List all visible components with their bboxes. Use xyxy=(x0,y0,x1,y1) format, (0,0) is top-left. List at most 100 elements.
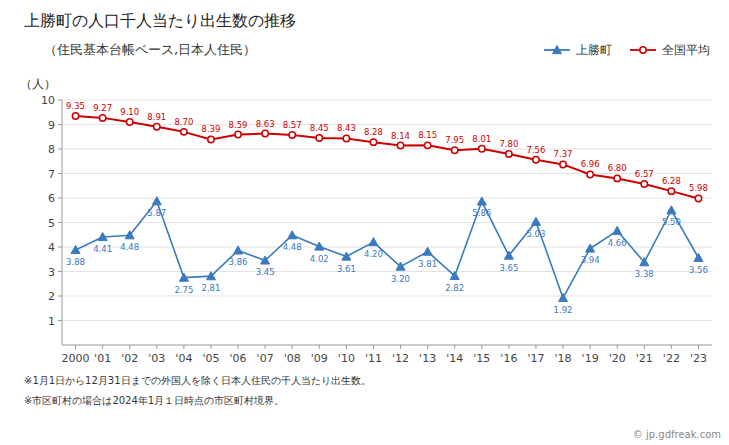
x-tick-label: '16 xyxy=(500,352,517,365)
y-tick xyxy=(58,222,62,223)
point xyxy=(396,262,405,270)
point xyxy=(154,124,160,130)
x-tick xyxy=(644,345,645,349)
y-tick-label: 1 xyxy=(48,315,55,328)
data-label: 7.37 xyxy=(554,149,573,159)
point xyxy=(477,197,486,205)
point xyxy=(533,157,539,163)
footnote: ※市区町村の場合は2024年1月１日時点の市区町村境界。 xyxy=(24,395,284,406)
data-label: 8.28 xyxy=(364,127,383,137)
point xyxy=(424,142,430,148)
grid-line xyxy=(62,198,712,199)
x-tick xyxy=(481,345,482,349)
x-tick-label: '12 xyxy=(392,352,409,365)
x-tick xyxy=(454,345,455,349)
point xyxy=(179,273,188,281)
point xyxy=(506,151,512,157)
point xyxy=(343,135,349,141)
x-tick xyxy=(129,345,130,349)
x-tick-label: '01 xyxy=(94,352,111,365)
x-tick xyxy=(617,345,618,349)
data-label: 3.81 xyxy=(418,259,437,269)
data-label: 5.03 xyxy=(526,229,545,239)
data-label: 9.35 xyxy=(66,101,85,111)
x-tick-label: '15 xyxy=(473,352,490,365)
data-label: 4.20 xyxy=(364,249,383,259)
point xyxy=(531,217,540,225)
x-tick xyxy=(102,345,103,349)
point xyxy=(452,147,458,153)
point xyxy=(288,231,297,239)
data-label: 4.66 xyxy=(608,238,627,248)
x-tick xyxy=(319,345,320,349)
x-tick-label: '14 xyxy=(446,352,463,365)
data-label: 7.80 xyxy=(499,139,518,149)
point xyxy=(369,238,378,246)
data-label: 2.75 xyxy=(174,285,193,295)
data-label: 4.02 xyxy=(310,254,329,264)
data-label: 5.98 xyxy=(689,183,708,193)
y-axis-label: （人） xyxy=(20,77,56,91)
x-tick xyxy=(590,345,591,349)
x-tick xyxy=(292,345,293,349)
x-tick-label: '18 xyxy=(555,352,572,365)
y-tick xyxy=(58,296,62,297)
y-tick-label: 4 xyxy=(48,241,55,254)
grid-line xyxy=(62,149,712,150)
legend-label: 上勝町 xyxy=(576,43,612,57)
point xyxy=(208,136,214,142)
point xyxy=(235,131,241,137)
x-tick-label: '13 xyxy=(419,352,436,365)
data-label: 8.15 xyxy=(418,130,437,140)
x-tick-label: '07 xyxy=(257,352,274,365)
x-tick xyxy=(183,345,184,349)
point xyxy=(315,242,324,250)
data-label: 5.87 xyxy=(147,208,166,218)
point xyxy=(99,115,105,121)
point xyxy=(370,139,376,145)
data-label: 8.70 xyxy=(174,117,193,127)
point xyxy=(125,231,134,239)
data-label: 6.80 xyxy=(608,163,627,173)
data-label: 2.81 xyxy=(201,283,220,293)
x-tick-label: '04 xyxy=(175,352,192,365)
x-tick xyxy=(75,345,76,349)
y-tick xyxy=(58,247,62,248)
data-label: 3.86 xyxy=(229,257,248,267)
x-tick xyxy=(671,345,672,349)
point xyxy=(316,135,322,141)
point xyxy=(342,252,351,260)
legend-label: 全国平均 xyxy=(662,43,710,57)
x-tick-label: '19 xyxy=(582,352,599,365)
y-tick-label: 5 xyxy=(48,217,55,230)
data-label: 3.38 xyxy=(635,269,654,279)
x-tick-label: '17 xyxy=(527,352,544,365)
x-tick-label: '11 xyxy=(365,352,382,365)
data-label: 1.92 xyxy=(554,305,573,315)
data-label: 7.56 xyxy=(526,145,545,155)
credit: © jp.gdfreak.com xyxy=(633,429,721,440)
y-tick xyxy=(58,198,62,199)
x-tick xyxy=(373,345,374,349)
data-label: 3.94 xyxy=(581,255,600,265)
y-tick xyxy=(58,149,62,150)
x-tick-label: '20 xyxy=(609,352,626,365)
x-tick xyxy=(427,345,428,349)
data-label: 6.28 xyxy=(662,176,681,186)
point xyxy=(152,197,161,205)
legend-marker xyxy=(640,47,646,53)
point xyxy=(72,113,78,119)
y-tick xyxy=(58,124,62,125)
series-line xyxy=(76,201,699,298)
data-label: 7.95 xyxy=(445,135,464,145)
grid-line xyxy=(62,222,712,223)
y-tick-label: 6 xyxy=(48,192,55,205)
point xyxy=(397,142,403,148)
x-tick-label: '23 xyxy=(690,352,707,365)
x-tick-label: 2000 xyxy=(62,352,90,365)
data-label: 3.56 xyxy=(689,265,708,275)
x-tick xyxy=(346,345,347,349)
y-tick-label: 7 xyxy=(48,168,55,181)
data-label: 9.27 xyxy=(93,103,112,113)
x-tick xyxy=(265,345,266,349)
